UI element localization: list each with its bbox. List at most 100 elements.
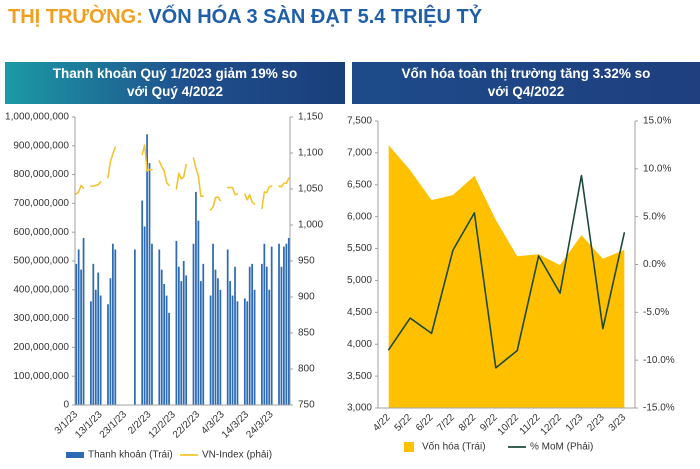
bar [146,134,148,405]
y2-tick-label: 800 [298,364,315,375]
bar [109,278,112,405]
chart-title: Vốn hóa toàn thị trường tăng 3.32% so vớ… [352,62,700,104]
y2-tick-label: -10.0% [643,355,675,366]
bar [165,295,168,405]
legend-label: VN-Index (phải) [202,450,272,461]
bar [133,249,136,405]
bar [229,281,232,405]
y2-tick-label: 0.0% [643,259,666,270]
bar [287,237,290,405]
bar [268,289,271,405]
bar [197,220,200,405]
slide-title: THỊ TRƯỜNG: VỐN HÓA 3 SÀN ĐẠT 5.4 TRIỆU … [8,6,482,29]
x-tick-label: 11/22 [518,412,543,437]
chart: 3,000 3,500 4,000 4,500 5,000 5,500 6,000 6,500… [347,116,675,453]
y-tick-label: 6,000 [347,211,372,222]
chart: 0 100,000,000 200,000,000 300,000,000 400,00… [5,112,323,461]
bar [236,301,239,405]
bar [251,263,254,405]
bar [185,275,188,405]
y2-tick-label: -5.0% [643,307,669,318]
y-tick-label: 1,000,000,000 [5,112,69,123]
title-label: THỊ TRƯỜNG: [8,6,143,28]
y-tick-label: 100,000,000 [13,371,69,382]
y2-tick-label: 1,050 [298,184,323,195]
bar [107,304,109,405]
bar [195,191,197,405]
bar [231,295,234,405]
bar [94,289,97,405]
y2-tick-label: -15.0% [643,403,675,414]
y-tick-label: 5,000 [347,275,372,286]
y2-tick-label: 5.0% [643,211,666,222]
bar [75,263,78,405]
y-tick-label: 4,500 [347,307,372,318]
y-tick-label: 500,000,000 [13,256,69,267]
bar [148,163,151,405]
bar [97,272,100,405]
legend-label: Vốn hóa (Trái) [422,441,486,453]
x-tick-label: 2/23 [585,412,607,434]
bar [263,243,266,405]
x-tick-label: 3/23 [607,412,629,434]
legend-label: Thanh khoản (Trái) [88,450,173,461]
x-tick-label: 24/3/23 [244,409,276,441]
title-text: VỐN HÓA 3 SÀN ĐẠT 5.4 TRIỆU TỶ [148,6,483,28]
y2-tick-label: 1,000 [298,220,323,231]
bar [214,269,217,405]
legend-label: % MoM (Phải) [530,442,593,453]
bar [180,281,183,405]
bar [111,243,114,405]
y-tick-label: 600,000,000 [13,227,69,238]
bar [261,263,263,405]
bar [182,261,185,405]
bar [192,243,195,405]
y-tick-label: 4,000 [347,339,372,350]
bar [285,243,288,405]
y-tick-label: 200,000,000 [13,342,69,353]
x-tick-label: 5/22 [393,412,415,434]
y-tick-label: 0 [63,400,69,411]
y-tick-label: 3,500 [347,371,372,382]
bar [92,263,95,405]
y-tick-label: 800,000,000 [13,169,69,180]
bar [243,298,246,405]
x-tick-label: 12/22 [539,412,565,438]
x-tick-label: 4/22 [371,412,393,434]
x-tick-label: 8/22 [457,412,479,434]
y-tick-label: 400,000,000 [13,284,69,295]
bar [283,246,285,405]
bar [168,312,170,405]
bar [77,249,80,405]
bar [219,289,222,405]
bar [226,249,229,405]
x-tick-label: 1/23 [564,412,586,434]
y-tick-label: 700,000,000 [13,198,69,209]
y2-tick-label: 1,100 [298,148,323,159]
y2-tick-label: 950 [298,256,315,267]
bar [177,266,180,405]
bar [278,243,280,405]
bar [270,246,273,405]
legend-swatch [404,442,414,452]
y-tick-label: 3,000 [347,403,372,414]
y-tick-label: 900,000,000 [13,140,69,151]
y2-tick-label: 750 [298,400,315,411]
bar [175,240,178,405]
bar [246,301,249,405]
y-tick-label: 5,500 [347,243,372,254]
y2-tick-label: 10.0% [643,163,671,174]
y-tick-label: 6,500 [347,179,372,190]
bar [234,266,236,405]
bar [151,243,153,405]
bar [160,269,163,405]
bar [82,237,85,405]
line [75,144,290,211]
y2-tick-label: 850 [298,328,315,339]
bar [80,269,82,405]
x-tick-label: 6/22 [414,412,436,434]
y2-tick-label: 1,150 [298,112,323,123]
bar [209,295,212,405]
legend-swatch [66,452,84,458]
